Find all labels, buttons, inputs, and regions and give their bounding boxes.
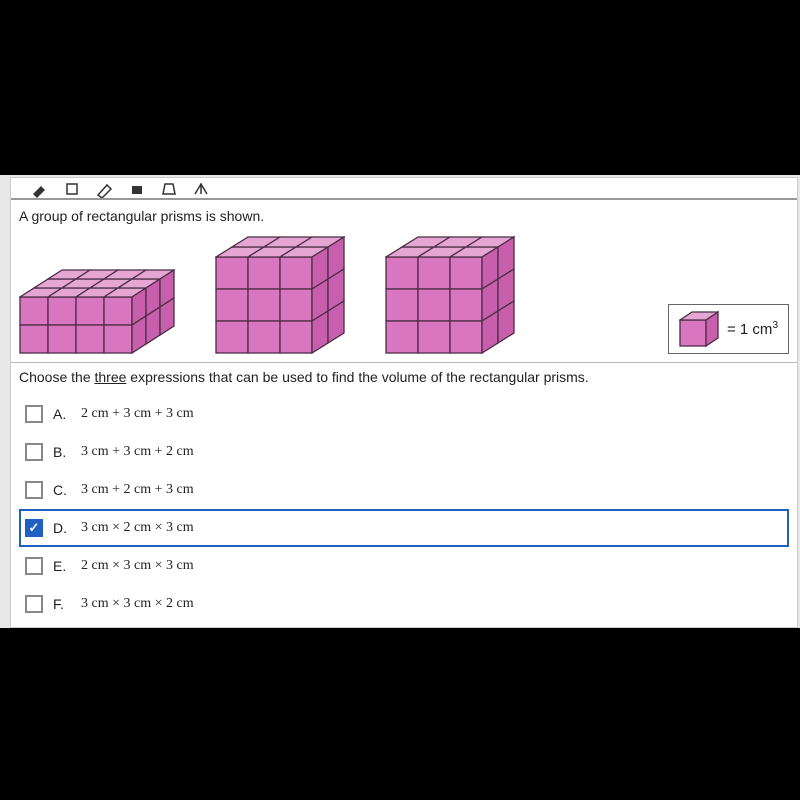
toolbar-tool-icon[interactable] <box>95 180 117 198</box>
answer-text: 3 cm + 3 cm + 2 cm <box>81 444 194 460</box>
answer-text: 2 cm × 3 cm × 3 cm <box>81 558 194 574</box>
unit-cube-legend: = 1 cm3 <box>668 304 789 354</box>
answer-checkbox[interactable] <box>25 405 43 423</box>
instruction-prefix: Choose the <box>19 369 95 385</box>
answer-checkbox[interactable] <box>25 595 43 613</box>
toolbar-tool-icon[interactable] <box>31 180 53 198</box>
toolbar-tool-icon[interactable] <box>127 180 149 198</box>
answer-text: 3 cm × 2 cm × 3 cm <box>81 520 194 536</box>
prism-figure <box>385 236 515 354</box>
answer-letter: F. <box>53 596 71 612</box>
answer-text: 2 cm + 3 cm + 3 cm <box>81 406 194 422</box>
answer-checkbox[interactable] <box>25 443 43 461</box>
answer-letter: D. <box>53 520 71 536</box>
answer-letter: A. <box>53 406 71 422</box>
toolbar-tool-icon[interactable] <box>191 180 213 198</box>
prism-figure <box>215 236 345 354</box>
answer-checkbox[interactable] <box>25 481 43 499</box>
answer-option[interactable]: E. 2 cm × 3 cm × 3 cm <box>19 547 789 585</box>
answer-option[interactable]: C. 3 cm + 2 cm + 3 cm <box>19 471 789 509</box>
instruction-suffix: expressions that can be used to find the… <box>126 369 588 385</box>
instruction-text: Choose the three expressions that can be… <box>11 362 797 391</box>
answers-list: A. 2 cm + 3 cm + 3 cm B. 3 cm + 3 cm + 2 cm… <box>11 391 797 627</box>
figure-area: = 1 cm3 <box>11 230 797 362</box>
toolbar-tool-icon[interactable] <box>63 180 85 198</box>
prisms-row <box>19 236 515 354</box>
answer-checkbox[interactable] <box>25 557 43 575</box>
answer-option[interactable]: D. 3 cm × 2 cm × 3 cm <box>19 509 789 547</box>
unit-cube-icon <box>679 311 719 347</box>
answer-letter: E. <box>53 558 71 574</box>
answer-text: 3 cm + 2 cm + 3 cm <box>81 482 194 498</box>
main-panel: A group of rectangular prisms is shown. … <box>10 177 798 628</box>
toolbar-tool-icon[interactable] <box>159 180 181 198</box>
answer-letter: B. <box>53 444 71 460</box>
prism-figure <box>19 269 175 354</box>
answer-checkbox[interactable] <box>25 519 43 537</box>
answer-option[interactable]: F. 3 cm × 3 cm × 2 cm <box>19 585 789 623</box>
instruction-underlined: three <box>95 369 127 385</box>
answer-option[interactable]: B. 3 cm + 3 cm + 2 cm <box>19 433 789 471</box>
black-border-top <box>0 0 800 175</box>
answer-text: 3 cm × 3 cm × 2 cm <box>81 596 194 612</box>
legend-eq: = 1 cm <box>727 321 772 338</box>
legend-exp: 3 <box>772 320 778 331</box>
legend-text: = 1 cm3 <box>727 320 778 338</box>
answer-option[interactable]: A. 2 cm + 3 cm + 3 cm <box>19 395 789 433</box>
toolbar <box>11 178 797 200</box>
question-text: A group of rectangular prisms is shown. <box>11 200 797 230</box>
content-area: A group of rectangular prisms is shown. … <box>0 175 800 628</box>
answer-letter: C. <box>53 482 71 498</box>
